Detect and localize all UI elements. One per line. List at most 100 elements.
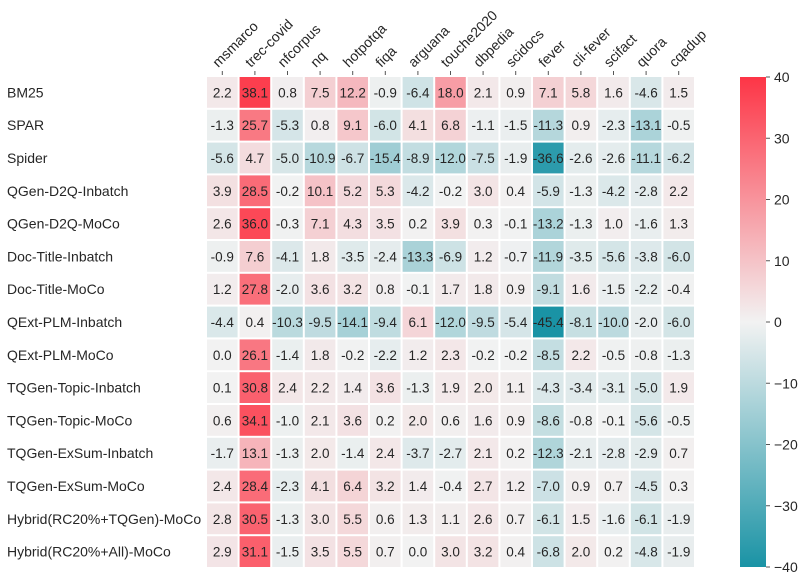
heatmap-cell-qgen-d2q-moco-scifact [598,208,629,239]
heatmap-cell-hybrid-rc20-all-moco-touche2020 [435,536,466,567]
cell-value-label: -0.8 [569,413,592,428]
heatmap-cell-hybrid-rc20-tqgen-moco-dbpedia [467,503,499,535]
column-label-fiqa: fiqa [372,43,399,70]
heatmap-cell-tqgen-topic-inbatch-dbpedia [467,372,499,403]
heatmap-cell-qgen-d2q-inbatch-quora [630,175,662,207]
cell-value-label: 6.1 [409,315,428,330]
heatmap-cell-spider-fever [533,142,564,174]
cell-value-label: -10.0 [598,315,629,330]
colorbar-tick-label: −40 [774,559,798,575]
cell-value-label: -10.9 [305,151,336,166]
heatmap-cell-qgen-d2q-moco-scidocs [500,208,531,239]
heatmap-cell-tqgen-topic-inbatch-arguana [402,372,434,403]
cell-value-label: 3.9 [213,184,232,199]
heatmap-cell-qext-plm-inbatch-nq [304,306,336,338]
heatmap-cell-tqgen-exsum-moco-cli-fever [565,470,597,502]
heatmap-cell-tqgen-exsum-inbatch-fever [533,437,564,469]
cell-value-label: -6.4 [406,85,430,100]
heatmap-cell-spar-touche2020 [435,109,466,141]
cell-value-label: 3.0 [474,184,493,199]
cell-value-label: 0.9 [506,413,525,428]
heatmap-cell-tqgen-exsum-inbatch-arguana [402,437,434,469]
cell-value-label: -4.6 [634,85,657,100]
colorbar-tick-label: 20 [774,192,790,208]
heatmap-cell-tqgen-topic-moco-quora [630,405,662,436]
heatmap-cell-tqgen-topic-moco-nq [304,405,336,436]
cell-value-label: 0.6 [376,512,395,527]
heatmap-cell-qgen-d2q-moco-arguana [402,208,434,239]
cell-value-label: -3.7 [406,446,429,461]
heatmap-cell-hybrid-rc20-all-moco-hotpotqa [337,536,368,567]
heatmap-cell-qext-plm-moco-cli-fever [565,339,597,371]
cell-value-label: -6.9 [439,249,462,264]
cell-value-label: 0.9 [506,282,525,297]
heatmap-cell-qext-plm-moco-trec-covid [239,339,271,371]
heatmap-cell-qext-plm-inbatch-cli-fever [565,306,597,338]
cell-value-label: 30.5 [242,512,268,527]
colorbar-tick-label: 10 [774,253,790,269]
cell-value-label: 0.7 [669,446,688,461]
heatmap-cell-doc-title-moco-nfcorpus [272,273,303,305]
row-label-qgen-d2q-moco: QGen-D2Q-MoCo [7,216,120,232]
heatmap-cell-tqgen-exsum-moco-dbpedia [467,470,499,502]
heatmap-cell-qext-plm-inbatch-arguana [402,306,434,338]
row-label-qext-plm-moco: QExt-PLM-MoCo [7,347,114,363]
cell-value-label: 0.1 [213,381,232,396]
cell-value-label: 1.2 [409,348,428,363]
heatmap-cell-spar-arguana [402,109,434,141]
cell-value-label: -2.0 [634,315,657,330]
heatmap-cell-spider-cqadup [663,142,694,174]
heatmap-cell-hybrid-rc20-tqgen-moco-cqadup [663,503,694,535]
cell-value-label: 5.3 [376,184,395,199]
heatmap-cell-qgen-d2q-moco-quora [630,208,662,239]
cell-value-label: 0.6 [441,413,460,428]
heatmap-cell-spar-dbpedia [467,109,499,141]
heatmap-cell-qgen-d2q-inbatch-touche2020 [435,175,466,207]
cell-value-label: -3.5 [569,249,592,264]
heatmap-cell-tqgen-exsum-inbatch-hotpotqa [337,437,368,469]
heatmap-cell-tqgen-topic-moco-dbpedia [467,405,499,436]
heatmap-cell-spider-arguana [402,142,434,174]
cell-value-label: -6.7 [341,151,364,166]
cell-value-label: -1.9 [504,151,527,166]
cell-value-label: 0.4 [246,315,265,330]
heatmap-cell-qext-plm-moco-fever [533,339,564,371]
heatmap-cell-qgen-d2q-inbatch-msmarco [207,175,238,207]
heatmap-cell-hybrid-rc20-tqgen-moco-scidocs [500,503,531,535]
cell-value-label: -2.4 [374,249,398,264]
heatmap-cell-qgen-d2q-inbatch-cqadup [663,175,694,207]
heatmap-cell-qgen-d2q-inbatch-dbpedia [467,175,499,207]
heatmap-cell-tqgen-exsum-inbatch-nfcorpus [272,437,303,469]
cell-value-label: -6.8 [537,545,560,560]
heatmap-cell-doc-title-moco-nq [304,273,336,305]
heatmap-cell-tqgen-topic-inbatch-nfcorpus [272,372,303,403]
heatmap-cell-spar-cli-fever [565,109,597,141]
cell-value-label: 0.2 [506,446,525,461]
cell-value-label: 1.3 [669,217,688,232]
heatmap-cell-qgen-d2q-moco-fiqa [370,208,401,239]
heatmap-cell-qext-plm-inbatch-trec-covid [239,306,271,338]
heatmap-cell-hybrid-rc20-all-moco-trec-covid [239,536,271,567]
heatmap-cell-tqgen-topic-moco-touche2020 [435,405,466,436]
heatmap-cell-hybrid-rc20-all-moco-nfcorpus [272,536,303,567]
heatmap-cell-hybrid-rc20-all-moco-cli-fever [565,536,597,567]
cell-value-label: -0.2 [276,184,299,199]
cell-value-label: 2.4 [376,446,395,461]
heatmap-cell-bm25-nq [304,77,336,108]
heatmap-cell-spider-quora [630,142,662,174]
colorbar-tick-label: 30 [774,130,790,146]
heatmap-cell-spar-trec-covid [239,109,271,141]
heatmap-cell-doc-title-inbatch-fever [533,241,564,272]
heatmap-cell-bm25-trec-covid [239,77,271,108]
heatmap-cell-qgen-d2q-inbatch-nq [304,175,336,207]
cell-value-label: -5.0 [634,381,657,396]
cell-value-label: -1.5 [276,545,299,560]
cell-value-label: -2.8 [602,446,625,461]
cell-value-label: 0.3 [669,479,688,494]
cell-value-label: -6.0 [374,118,397,133]
heatmap-cell-qext-plm-moco-msmarco [207,339,238,371]
heatmap-cell-tqgen-exsum-moco-quora [630,470,662,502]
cell-value-label: 5.2 [343,184,362,199]
heatmap-cell-bm25-cqadup [663,77,694,108]
cell-value-label: 3.5 [376,217,395,232]
